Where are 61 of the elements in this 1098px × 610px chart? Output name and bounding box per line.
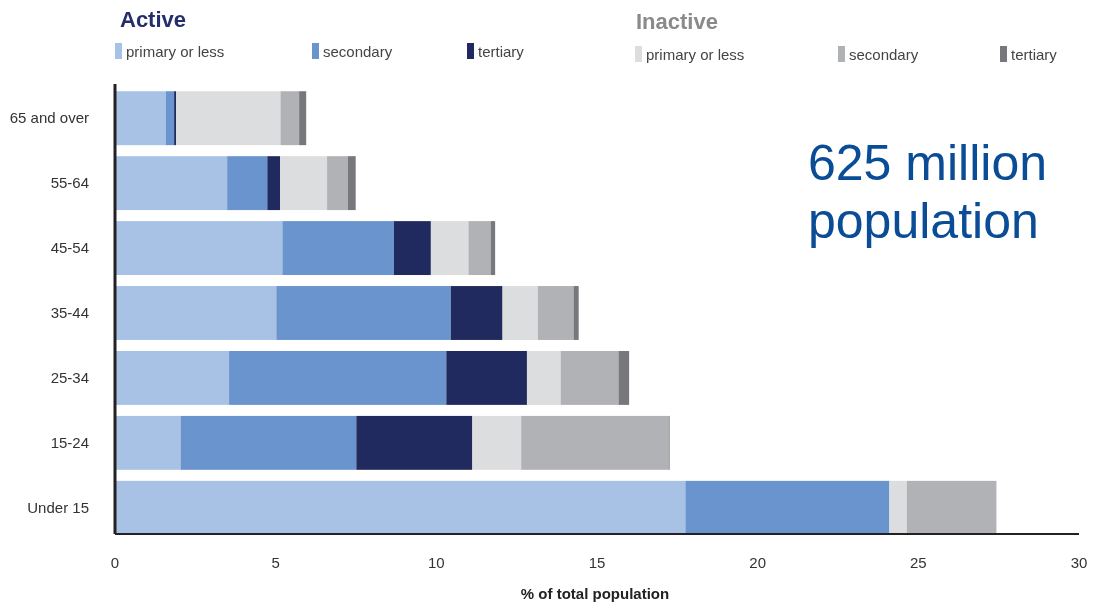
x-tick-label: 5 <box>271 554 280 571</box>
bar <box>356 415 473 470</box>
legend-label: secondary <box>323 43 393 60</box>
bar <box>521 415 669 470</box>
bar <box>526 350 561 405</box>
legend-label: tertiary <box>1011 46 1058 63</box>
bar <box>502 286 538 340</box>
bar <box>115 156 228 211</box>
bar <box>618 350 630 405</box>
bar <box>889 480 907 535</box>
bar <box>280 156 328 211</box>
bar <box>299 91 307 146</box>
bar <box>393 221 431 276</box>
x-tick-label: 0 <box>110 554 120 571</box>
y-tick-label: 65 and over <box>9 109 89 127</box>
bar <box>685 480 890 535</box>
x-tick-label: 15 <box>588 554 606 571</box>
bar <box>165 91 175 146</box>
y-tick-label: 55-64 <box>50 174 89 192</box>
bar <box>906 480 997 535</box>
bar <box>176 91 281 146</box>
y-tick-label: Under 15 <box>27 498 89 516</box>
legend-label: tertiary <box>478 43 525 60</box>
annotation: 625 million population <box>808 135 1048 249</box>
bar <box>537 286 574 340</box>
bar <box>227 156 268 211</box>
bar <box>115 350 230 405</box>
text: Active <box>120 7 187 32</box>
bar <box>450 286 503 340</box>
bar <box>327 156 348 211</box>
bar <box>468 221 491 276</box>
bar <box>115 91 166 146</box>
y-tick-label: 45-54 <box>50 239 89 257</box>
x-tick-label: 25 <box>909 554 927 571</box>
x-tick-label: 10 <box>427 554 445 571</box>
bar <box>115 480 686 535</box>
x-tick-label: 20 <box>749 554 767 571</box>
bar <box>115 221 283 276</box>
bar <box>276 286 451 340</box>
y-tick-label: 25-34 <box>50 368 89 386</box>
legend-label: secondary <box>849 46 919 63</box>
bar <box>115 415 181 470</box>
bar <box>267 156 281 211</box>
bar <box>446 350 527 405</box>
y-tick-label: 35-44 <box>50 304 89 321</box>
bar <box>573 286 579 340</box>
text: Inactive <box>636 9 718 34</box>
bar <box>282 221 394 276</box>
bar <box>180 415 357 470</box>
legend-label: primary or less <box>646 46 745 63</box>
y-tick-label: 15-24 <box>50 433 89 451</box>
bar <box>229 350 447 405</box>
bar <box>280 91 300 146</box>
bar <box>115 286 277 340</box>
bar <box>430 221 469 276</box>
bar <box>347 156 356 211</box>
legend-label: primary or less <box>126 43 225 60</box>
bar <box>472 415 522 470</box>
bar <box>560 350 619 405</box>
x-axis-title: % of total population <box>520 585 670 602</box>
x-tick-label: 30 <box>1070 554 1088 571</box>
